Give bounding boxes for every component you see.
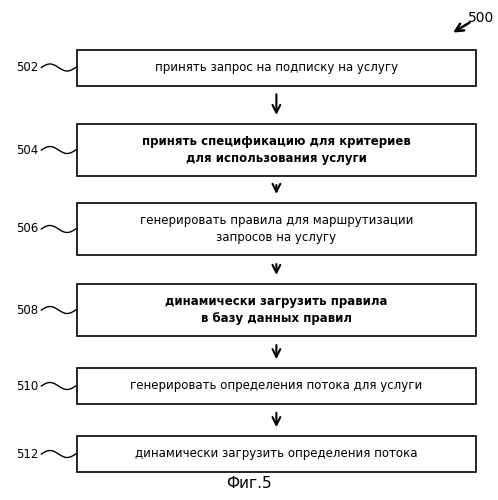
Bar xyxy=(77,368,476,404)
Text: принять запрос на подписку на услугу: принять запрос на подписку на услугу xyxy=(155,61,398,74)
Text: 512: 512 xyxy=(16,448,38,460)
Bar xyxy=(77,124,476,176)
Text: Фиг.5: Фиг.5 xyxy=(226,476,272,491)
Bar xyxy=(77,436,476,472)
Text: динамически загрузить определения потока: динамически загрузить определения потока xyxy=(135,448,418,460)
Text: 510: 510 xyxy=(16,380,38,392)
Bar xyxy=(77,50,476,86)
Text: 508: 508 xyxy=(16,304,38,316)
Bar xyxy=(77,284,476,336)
Text: динамически загрузить правила
в базу данных правил: динамически загрузить правила в базу дан… xyxy=(165,295,387,325)
Bar xyxy=(77,203,476,255)
Text: 506: 506 xyxy=(16,222,38,235)
Text: генерировать определения потока для услуги: генерировать определения потока для услу… xyxy=(130,380,422,392)
Text: 500: 500 xyxy=(468,10,494,24)
Text: принять спецификацию для критериев
для использования услуги: принять спецификацию для критериев для и… xyxy=(142,135,411,165)
Text: генерировать правила для маршрутизации
запросов на услугу: генерировать правила для маршрутизации з… xyxy=(140,214,413,244)
Text: 502: 502 xyxy=(16,61,38,74)
Text: 504: 504 xyxy=(16,144,38,156)
